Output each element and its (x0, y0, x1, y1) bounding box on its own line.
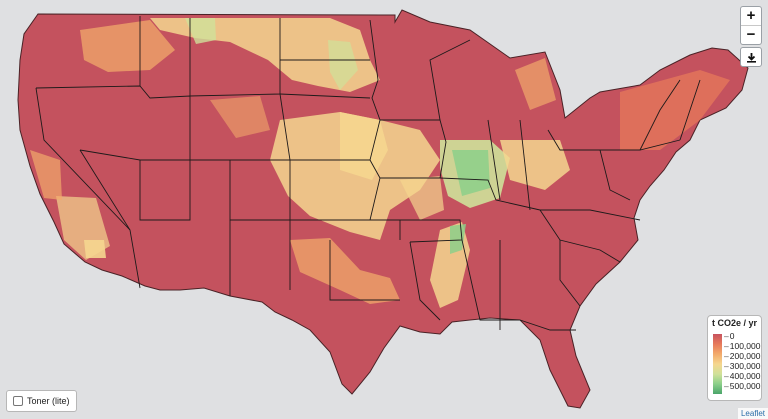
layer-checkbox[interactable] (13, 396, 23, 406)
download-button[interactable] (740, 47, 762, 67)
download-icon (746, 52, 756, 63)
state-borders (35, 16, 701, 331)
legend-ticks: 0 100,000 200,000 300,000 400,000 500,00… (724, 331, 761, 391)
legend-title: t CO2e / yr (711, 318, 758, 328)
legend-color-ramp (713, 334, 722, 394)
attribution-link[interactable]: Leaflet (737, 408, 768, 419)
layer-toggle[interactable]: Toner (lite) (6, 390, 77, 412)
legend-tick: 100,000 (724, 341, 761, 351)
layer-toggle-label: Toner (lite) (27, 396, 70, 406)
zoom-in-button[interactable]: + (746, 7, 756, 24)
legend: t CO2e / yr 0 100,000 200,000 300,000 40… (707, 315, 762, 401)
zoom-out-button[interactable]: − (741, 25, 761, 44)
legend-tick: 400,000 (724, 371, 761, 381)
zoom-control: + − (740, 6, 762, 45)
legend-tick: 0 (724, 331, 760, 341)
legend-tick: 200,000 (724, 351, 761, 361)
legend-tick: 500,000 (724, 381, 761, 391)
legend-tick: 300,000 (724, 361, 761, 371)
